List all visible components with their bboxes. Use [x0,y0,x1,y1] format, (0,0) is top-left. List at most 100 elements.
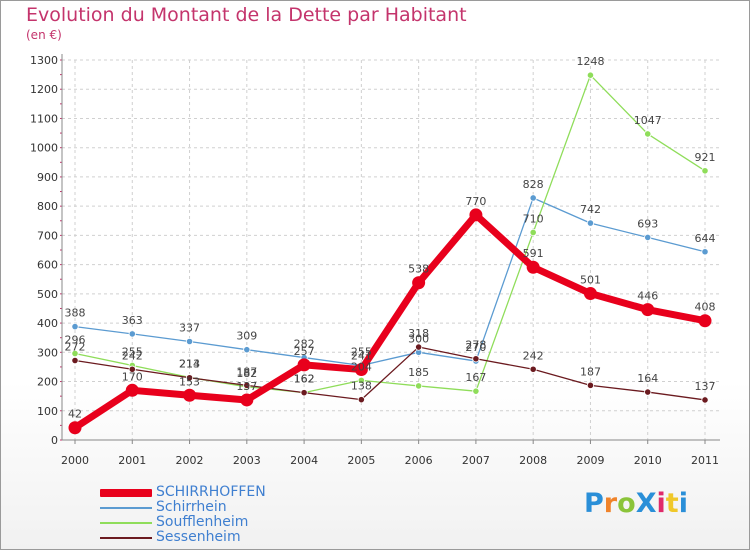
legend-swatch-sessenheim [100,537,152,539]
data-label: 182 [236,367,257,380]
data-point [644,233,652,242]
data-label: 282 [294,338,315,351]
data-label: 242 [523,349,544,362]
data-label: 363 [122,314,143,327]
data-label: 538 [408,263,429,276]
logo-letter: o [617,488,636,519]
data-label: 309 [236,330,257,343]
data-label: 213 [179,358,200,371]
x-tick-label: 2006 [405,454,433,467]
x-tick-label: 2007 [462,454,490,467]
data-point [243,381,251,389]
series-line [71,211,709,432]
logo-letter: r [603,488,618,519]
y-tick-label: 1000 [30,142,58,155]
data-point [354,363,368,377]
y-tick-label: 100 [37,405,58,418]
y-tick-label: 300 [37,346,58,359]
data-label: 710 [523,212,544,225]
y-tick-label: 400 [37,317,58,330]
data-point [357,396,365,404]
data-point [583,287,597,301]
legend-swatch-soufflenheim [100,522,152,524]
data-label: 318 [408,327,429,340]
data-label: 214 [179,357,200,370]
data-label: 187 [580,365,601,378]
y-tick-label: 0 [51,434,58,447]
x-tick-label: 2011 [691,454,719,467]
data-label: 278 [465,339,486,352]
logo-letter: i [678,488,688,519]
data-label: 257 [294,345,315,358]
logo-letter: X [635,488,657,519]
data-label: 921 [695,151,716,164]
data-point [644,130,652,138]
data-point [415,343,423,351]
data-point [185,337,194,346]
y-tick-label: 600 [37,259,58,272]
data-label: 162 [294,373,315,386]
y-tick-label: 1100 [30,112,58,125]
data-point [240,393,254,407]
data-point [701,248,709,256]
data-point [529,365,537,373]
data-point [71,356,79,365]
data-label: 742 [580,203,601,216]
x-tick-label: 2005 [347,454,375,467]
data-point [412,276,426,290]
x-tick-label: 2002 [176,454,204,467]
data-label: 153 [179,375,200,388]
data-point [472,387,480,395]
y-tick-label: 800 [37,200,58,213]
y-tick-label: 200 [37,376,58,389]
data-point [415,382,423,390]
data-label: 185 [408,366,429,379]
data-label: 138 [351,380,372,393]
legend-label-sessenheim: Sessenheim [156,529,241,545]
x-tick-label: 2004 [290,454,318,467]
data-point [357,376,365,384]
legend-label-soufflenheim: Soufflenheim [156,514,249,530]
data-label: 296 [65,333,86,346]
data-point [644,388,652,396]
y-tick-label: 900 [37,171,58,184]
data-point [469,208,483,222]
data-label: 388 [65,307,86,320]
y-tick-label: 1300 [30,54,58,67]
data-label: 408 [695,301,716,314]
data-label: 272 [65,340,86,353]
series-line [74,74,706,394]
data-label: 164 [637,372,658,385]
data-point [472,355,480,363]
data-point [701,396,709,404]
logo-letter: P [584,488,604,519]
data-point [71,349,79,358]
data-point [297,358,311,372]
data-label: 1047 [634,114,662,127]
data-point [529,194,537,202]
data-point [526,260,540,274]
data-point [243,346,251,354]
data-label: 42 [68,408,82,421]
logo-letter: t [665,488,679,519]
data-point [125,383,139,397]
data-point [698,314,712,328]
data-label: 300 [408,332,429,345]
data-point [641,303,655,317]
data-label: 828 [523,178,544,191]
y-tick-label: 500 [37,288,58,301]
data-label: 501 [580,274,601,287]
data-point [701,167,709,175]
logo-letter: i [656,488,666,519]
data-label: 187 [236,365,257,378]
data-point [128,330,136,338]
data-label: 693 [637,217,658,230]
data-point [529,228,537,237]
data-label: 170 [122,370,143,383]
x-tick-label: 2001 [118,454,146,467]
data-label: 241 [351,350,372,363]
data-point [183,388,197,402]
chart-title: Evolution du Montant de la Dette par Hab… [26,4,467,26]
data-label: 204 [351,360,372,373]
